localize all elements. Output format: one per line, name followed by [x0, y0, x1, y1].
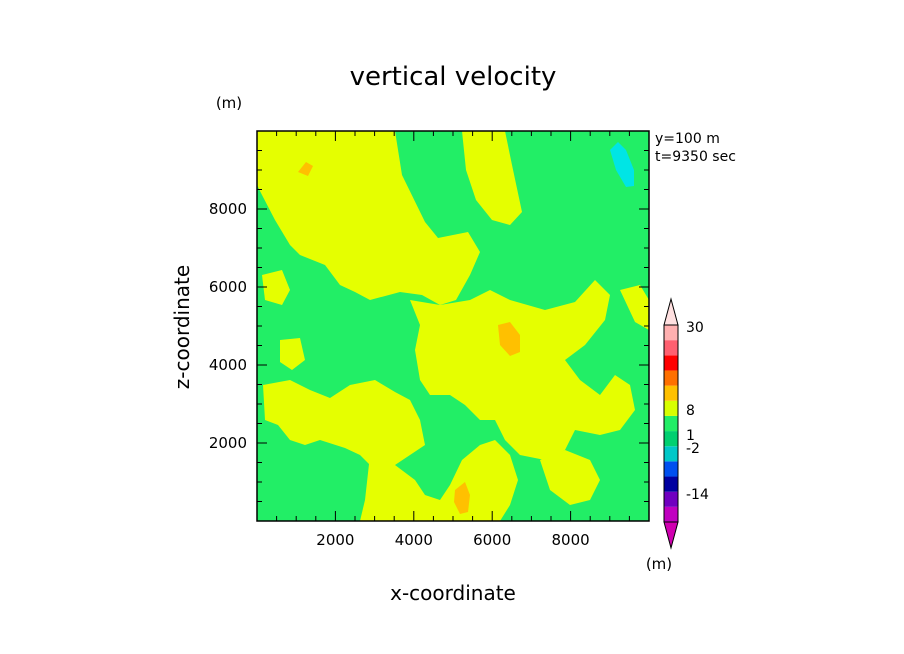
colorbar-segment — [664, 431, 678, 447]
colorbar-top-arrow — [663, 297, 679, 326]
x-tick-label: 2000 — [316, 531, 354, 549]
positive-region-upper-left — [257, 131, 480, 305]
colorbar-bottom-arrow — [663, 521, 679, 550]
colorbar-segment — [664, 385, 678, 401]
colorbar-segment — [664, 400, 678, 416]
colorbar-labels: 30 8 1 -2 -14 — [686, 320, 709, 503]
colorbar-label-8: 8 — [686, 403, 695, 419]
colorbar-segment — [664, 415, 678, 432]
colorbar-segment — [664, 506, 678, 522]
moderate-region-center — [498, 322, 520, 356]
chart-title: vertical velocity — [350, 62, 557, 92]
x-tick-label: 4000 — [395, 531, 433, 549]
velocity-field — [257, 131, 649, 521]
y-tick-label: 6000 — [209, 278, 247, 296]
x-tick-label: 8000 — [552, 531, 590, 549]
y-axis-label: z-coordinate — [170, 265, 194, 389]
colorbar-label-minus14: -14 — [686, 487, 709, 503]
moderate-region-upper — [298, 162, 313, 176]
colorbar-segment — [664, 446, 678, 462]
colorbar-label-1: 1 — [686, 428, 695, 444]
colorbar-label-30: 30 — [686, 320, 704, 336]
positive-region-lower-left — [263, 380, 425, 480]
positive-region-mid-left-2 — [280, 338, 305, 370]
colorbar-segment — [664, 355, 678, 371]
y-axis-unit: (m) — [216, 94, 242, 112]
negative-region-upper-right — [610, 142, 634, 187]
positive-region-lower-center — [360, 440, 518, 521]
axis-tick-labels: 2000 4000 6000 8000 2000 4000 6000 8000 — [209, 200, 590, 549]
colorbar-segment — [664, 340, 678, 356]
annotation-line-1: y=100 m — [655, 131, 720, 147]
colorbar-segment — [664, 476, 678, 492]
moderate-region-lower — [454, 482, 470, 514]
x-tick-label: 6000 — [473, 531, 511, 549]
x-axis-label: x-coordinate — [390, 581, 516, 605]
positive-region-lower-right — [540, 450, 600, 505]
colorbar-label-minus2: -2 — [686, 441, 700, 457]
positive-region-center — [410, 280, 635, 460]
colorbar-unit: (m) — [646, 555, 672, 573]
colorbar-segment — [664, 325, 678, 341]
positive-region-upper-center — [462, 131, 522, 225]
axis-ticks — [257, 131, 649, 521]
annotation-line-2: t=9350 sec — [655, 149, 736, 165]
y-tick-label: 8000 — [209, 200, 247, 218]
positive-region-mid-left — [262, 270, 290, 305]
colorbar — [663, 297, 679, 550]
colorbar-segment — [664, 491, 678, 507]
colorbar-segment — [664, 370, 678, 386]
y-tick-label: 2000 — [209, 434, 247, 452]
y-tick-label: 4000 — [209, 356, 247, 374]
positive-region-right-edge — [620, 285, 649, 330]
colorbar-segment — [664, 461, 678, 477]
